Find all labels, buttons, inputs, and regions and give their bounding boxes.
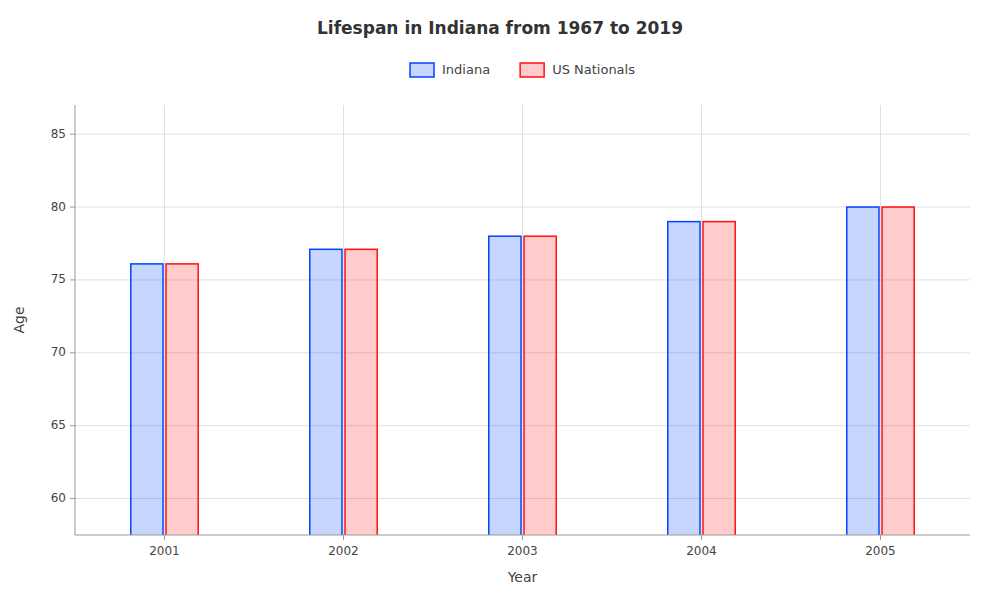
x-grid-line xyxy=(880,105,881,535)
y-tick xyxy=(70,207,75,208)
y-tick xyxy=(70,279,75,280)
x-tick xyxy=(701,535,702,540)
axes: 60 65 70 75 80 85 2001 2002 2003 2004 2005 xyxy=(51,105,970,558)
y-tick xyxy=(70,352,75,353)
bar xyxy=(668,222,700,535)
chart-container: 60 65 70 75 80 85 2001 2002 2003 2004 2005 Year Age L… xyxy=(0,0,1000,600)
grid xyxy=(75,105,970,535)
x-tick-label: 2001 xyxy=(149,544,180,558)
y-tick-label: 85 xyxy=(51,127,66,141)
y-tick xyxy=(70,498,75,499)
title: Lifespan in Indiana from 1967 to 2019 xyxy=(317,18,683,38)
bar xyxy=(703,222,735,535)
x-tick-label: 2005 xyxy=(865,544,896,558)
x-grid-line xyxy=(164,105,165,535)
bar xyxy=(882,207,914,535)
y-axis-line xyxy=(75,105,76,535)
x-tick xyxy=(880,535,881,540)
y-tick xyxy=(70,134,75,135)
bar xyxy=(310,249,342,535)
y-tick xyxy=(70,425,75,426)
bar xyxy=(345,249,377,535)
x-grid-line xyxy=(522,105,523,535)
x-tick xyxy=(522,535,523,540)
x-tick-label: 2004 xyxy=(686,544,717,558)
x-axis-label: Year xyxy=(507,569,538,585)
bars xyxy=(131,207,914,535)
x-tick xyxy=(164,535,165,540)
chart: 60 65 70 75 80 85 2001 2002 2003 2004 2005 Year Age L… xyxy=(0,0,1000,600)
legend-label: Indiana xyxy=(442,62,490,77)
y-tick-label: 75 xyxy=(51,272,66,286)
y-tick-label: 60 xyxy=(51,491,66,505)
x-tick-label: 2002 xyxy=(328,544,359,558)
y-tick-label: 80 xyxy=(51,200,66,214)
bar xyxy=(131,264,163,535)
y-tick-label: 70 xyxy=(51,345,66,359)
bar xyxy=(524,236,556,535)
legend-swatch xyxy=(410,63,434,77)
legend-label: US Nationals xyxy=(552,62,635,77)
bar xyxy=(166,264,198,535)
x-tick-label: 2003 xyxy=(507,544,538,558)
legend-swatch xyxy=(520,63,544,77)
page: {"chart_data": {"type": "bar", "title": … xyxy=(0,0,1000,600)
x-tick xyxy=(343,535,344,540)
legend: Indiana US Nationals xyxy=(410,62,635,78)
y-axis-label: Age xyxy=(11,306,27,333)
x-grid-line xyxy=(701,105,702,535)
bar xyxy=(489,236,521,535)
x-grid-line xyxy=(343,105,344,535)
bar xyxy=(847,207,879,535)
y-tick-label: 65 xyxy=(51,418,66,432)
